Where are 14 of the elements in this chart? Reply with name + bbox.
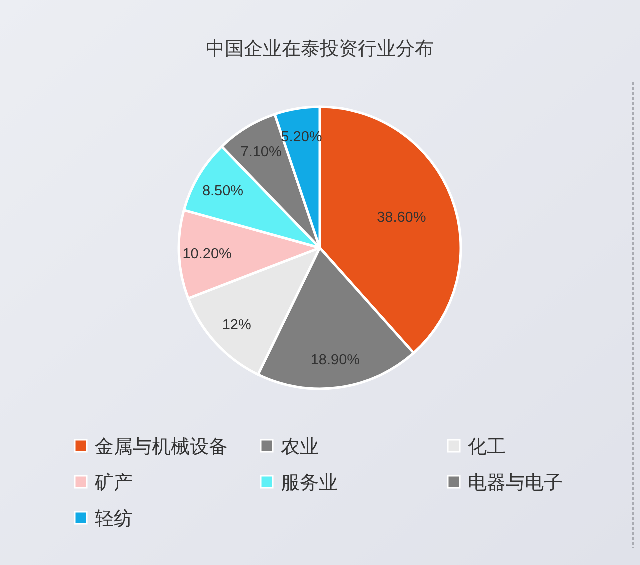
chart-title: 中国企业在泰投资行业分布: [206, 39, 434, 60]
data-label: 38.60%: [377, 210, 426, 226]
legend-label: 金属与机械设备: [95, 437, 228, 458]
legend-label: 电器与电子: [468, 473, 563, 494]
data-label: 8.50%: [202, 183, 244, 200]
data-label: 12%: [222, 317, 252, 334]
data-label: 10.20%: [182, 246, 232, 262]
legend-label: 服务业: [281, 473, 338, 494]
data-label: 7.10%: [240, 144, 282, 161]
legend-label: 农业: [281, 437, 319, 458]
legend-label: 化工: [468, 437, 506, 458]
legend-label: 矿产: [94, 472, 133, 494]
data-label: 18.90%: [310, 352, 360, 369]
legend-label: 轻纺: [95, 509, 133, 530]
